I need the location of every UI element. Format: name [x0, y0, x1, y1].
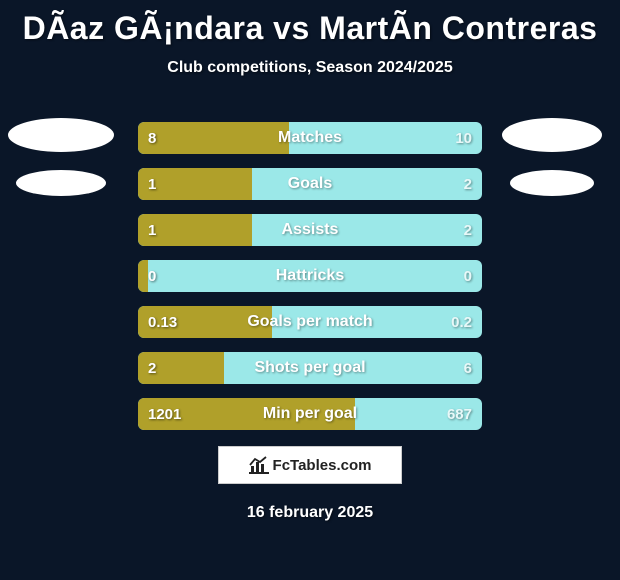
- stat-row: 0.13Goals per match0.2: [138, 306, 482, 338]
- page-title: DÃ­az GÃ¡ndara vs MartÃ­n Contreras: [0, 0, 620, 47]
- stat-label: Min per goal: [138, 405, 482, 423]
- footer: FcTables.com 16 february 2025: [0, 440, 620, 522]
- stat-right-value: 687: [447, 406, 472, 423]
- brand-badge: FcTables.com: [218, 446, 402, 484]
- stat-label: Goals: [138, 175, 482, 193]
- stat-row: 2Shots per goal6: [138, 352, 482, 384]
- brand-text: FcTables.com: [273, 457, 372, 474]
- stat-row: 0Hattricks0: [138, 260, 482, 292]
- stat-row: 8Matches10: [138, 122, 482, 154]
- player-left-avatar-placeholder: [8, 118, 114, 214]
- stat-label: Assists: [138, 221, 482, 239]
- stat-label: Matches: [138, 129, 482, 147]
- stat-right-value: 0: [464, 268, 472, 285]
- stat-row: 1Goals2: [138, 168, 482, 200]
- stat-label: Goals per match: [138, 313, 482, 331]
- subtitle: Club competitions, Season 2024/2025: [0, 59, 620, 77]
- player-right-avatar-placeholder: [502, 118, 602, 214]
- stat-right-value: 10: [455, 130, 472, 147]
- stat-row: 1201Min per goal687: [138, 398, 482, 430]
- stat-row: 1Assists2: [138, 214, 482, 246]
- ellipse-shape: [502, 118, 602, 152]
- stat-label: Shots per goal: [138, 359, 482, 377]
- stat-right-value: 6: [464, 360, 472, 377]
- date-text: 16 february 2025: [0, 504, 620, 522]
- stat-label: Hattricks: [138, 267, 482, 285]
- comparison-bars: 8Matches10 1Goals2 1Assists2 0Hattricks0 0.1…: [138, 122, 482, 444]
- stat-right-value: 2: [464, 176, 472, 193]
- chart-icon: [249, 456, 269, 474]
- stat-right-value: 2: [464, 222, 472, 239]
- stat-right-value: 0.2: [451, 314, 472, 331]
- ellipse-shape: [16, 170, 106, 196]
- ellipse-shape: [8, 118, 114, 152]
- ellipse-shape: [510, 170, 594, 196]
